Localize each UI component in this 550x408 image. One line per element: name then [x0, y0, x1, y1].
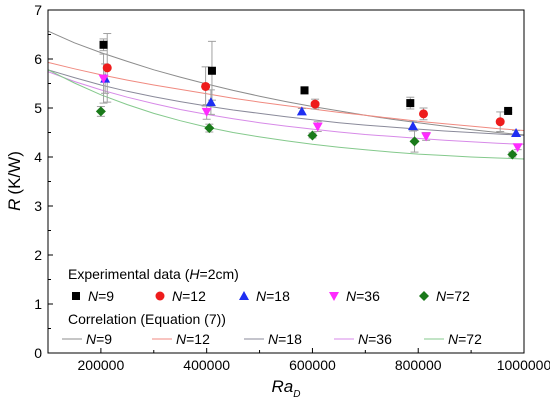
- legend-correlation-heading: Correlation (Equation (7)): [68, 311, 226, 327]
- x-axis-ticks: 200000 400000 600000 800000 1000000: [78, 348, 550, 373]
- data-point-N12: [495, 117, 505, 127]
- legend-line-label-N9: N=9: [86, 331, 112, 347]
- x-tick-label: 400000: [183, 357, 230, 373]
- fit-line-N36: [47, 71, 525, 145]
- fit-line-N12: [47, 61, 525, 131]
- data-point-N9: [207, 66, 216, 75]
- data-point-N72: [409, 136, 420, 147]
- y-tick-label: 4: [34, 149, 42, 165]
- legend-line-label-N18: N=18: [268, 331, 302, 347]
- data-point-N12: [102, 63, 112, 73]
- y-tick-label: 2: [34, 247, 42, 263]
- y-tick-label: 3: [34, 198, 42, 214]
- legend-line-label-N36: N=36: [358, 331, 392, 347]
- y-axis-ticks: 0 1 2 3 4 5 6 7: [34, 2, 53, 361]
- legend-label-N9: N=9: [88, 288, 114, 304]
- legend-label-N36: N=36: [346, 288, 380, 304]
- data-point-N36: [512, 143, 523, 153]
- legend-marker-row: N=9 N=12 N=18 N=36 N=72: [72, 288, 470, 304]
- data-point-N36: [421, 132, 432, 142]
- y-tick-label: 5: [34, 100, 42, 116]
- data-point-N9: [504, 106, 513, 115]
- data-points: [95, 40, 523, 160]
- y-tick-label: 1: [34, 296, 42, 312]
- y-tick-label: 0: [34, 345, 42, 361]
- data-point-N36: [98, 74, 109, 84]
- data-point-N36: [312, 122, 323, 132]
- legend-line-label-N12: N=12: [176, 331, 210, 347]
- legend-marker-N72: [419, 291, 429, 301]
- legend-experimental-heading: Experimental data (H=2cm): [68, 266, 239, 282]
- data-point-N12: [201, 81, 211, 91]
- legend-marker-N36: [329, 292, 339, 301]
- x-tick-label: 200000: [78, 357, 125, 373]
- error-bars: [96, 33, 522, 158]
- data-point-N9: [406, 99, 415, 108]
- data-point-N18: [511, 127, 522, 137]
- y-axis-title: R(K/W): [5, 151, 24, 211]
- data-point-N12: [310, 99, 320, 109]
- data-point-N72: [307, 130, 318, 141]
- y-tick-label: 7: [34, 2, 42, 18]
- x-axis-title: RaD: [272, 377, 301, 400]
- data-point-N36: [201, 107, 212, 117]
- legend-label-N12: N=12: [172, 288, 206, 304]
- legend-line-label-N72: N=72: [448, 331, 482, 347]
- legend-label-N18: N=18: [256, 288, 290, 304]
- data-point-N18: [296, 106, 307, 116]
- legend-marker-N9: [72, 292, 80, 300]
- fit-line-N72: [47, 69, 525, 160]
- fit-line-N9: [47, 30, 525, 136]
- legend-line-row: N=9 N=12 N=18 N=36 N=72: [62, 331, 482, 347]
- x-tick-label: 800000: [395, 357, 442, 373]
- x-tick-label: 600000: [289, 357, 336, 373]
- legend-marker-N18: [239, 291, 249, 300]
- data-point-N72: [507, 149, 518, 160]
- data-point-N18: [407, 121, 418, 131]
- correlation-lines: [47, 30, 525, 160]
- data-point-N72: [204, 123, 215, 134]
- y-tick-label: 6: [34, 51, 42, 67]
- legend: Experimental data (H=2cm) N=9 N=12 N=18 N=3…: [62, 266, 482, 347]
- data-point-N12: [419, 109, 429, 119]
- data-point-N18: [205, 97, 216, 107]
- legend-label-N72: N=72: [436, 288, 470, 304]
- data-point-N72: [95, 106, 106, 117]
- data-point-N9: [99, 40, 108, 49]
- fit-line-N18: [47, 69, 525, 136]
- data-point-N9: [300, 86, 309, 95]
- x-tick-label: 1000000: [497, 357, 550, 373]
- legend-marker-N12: [155, 291, 165, 301]
